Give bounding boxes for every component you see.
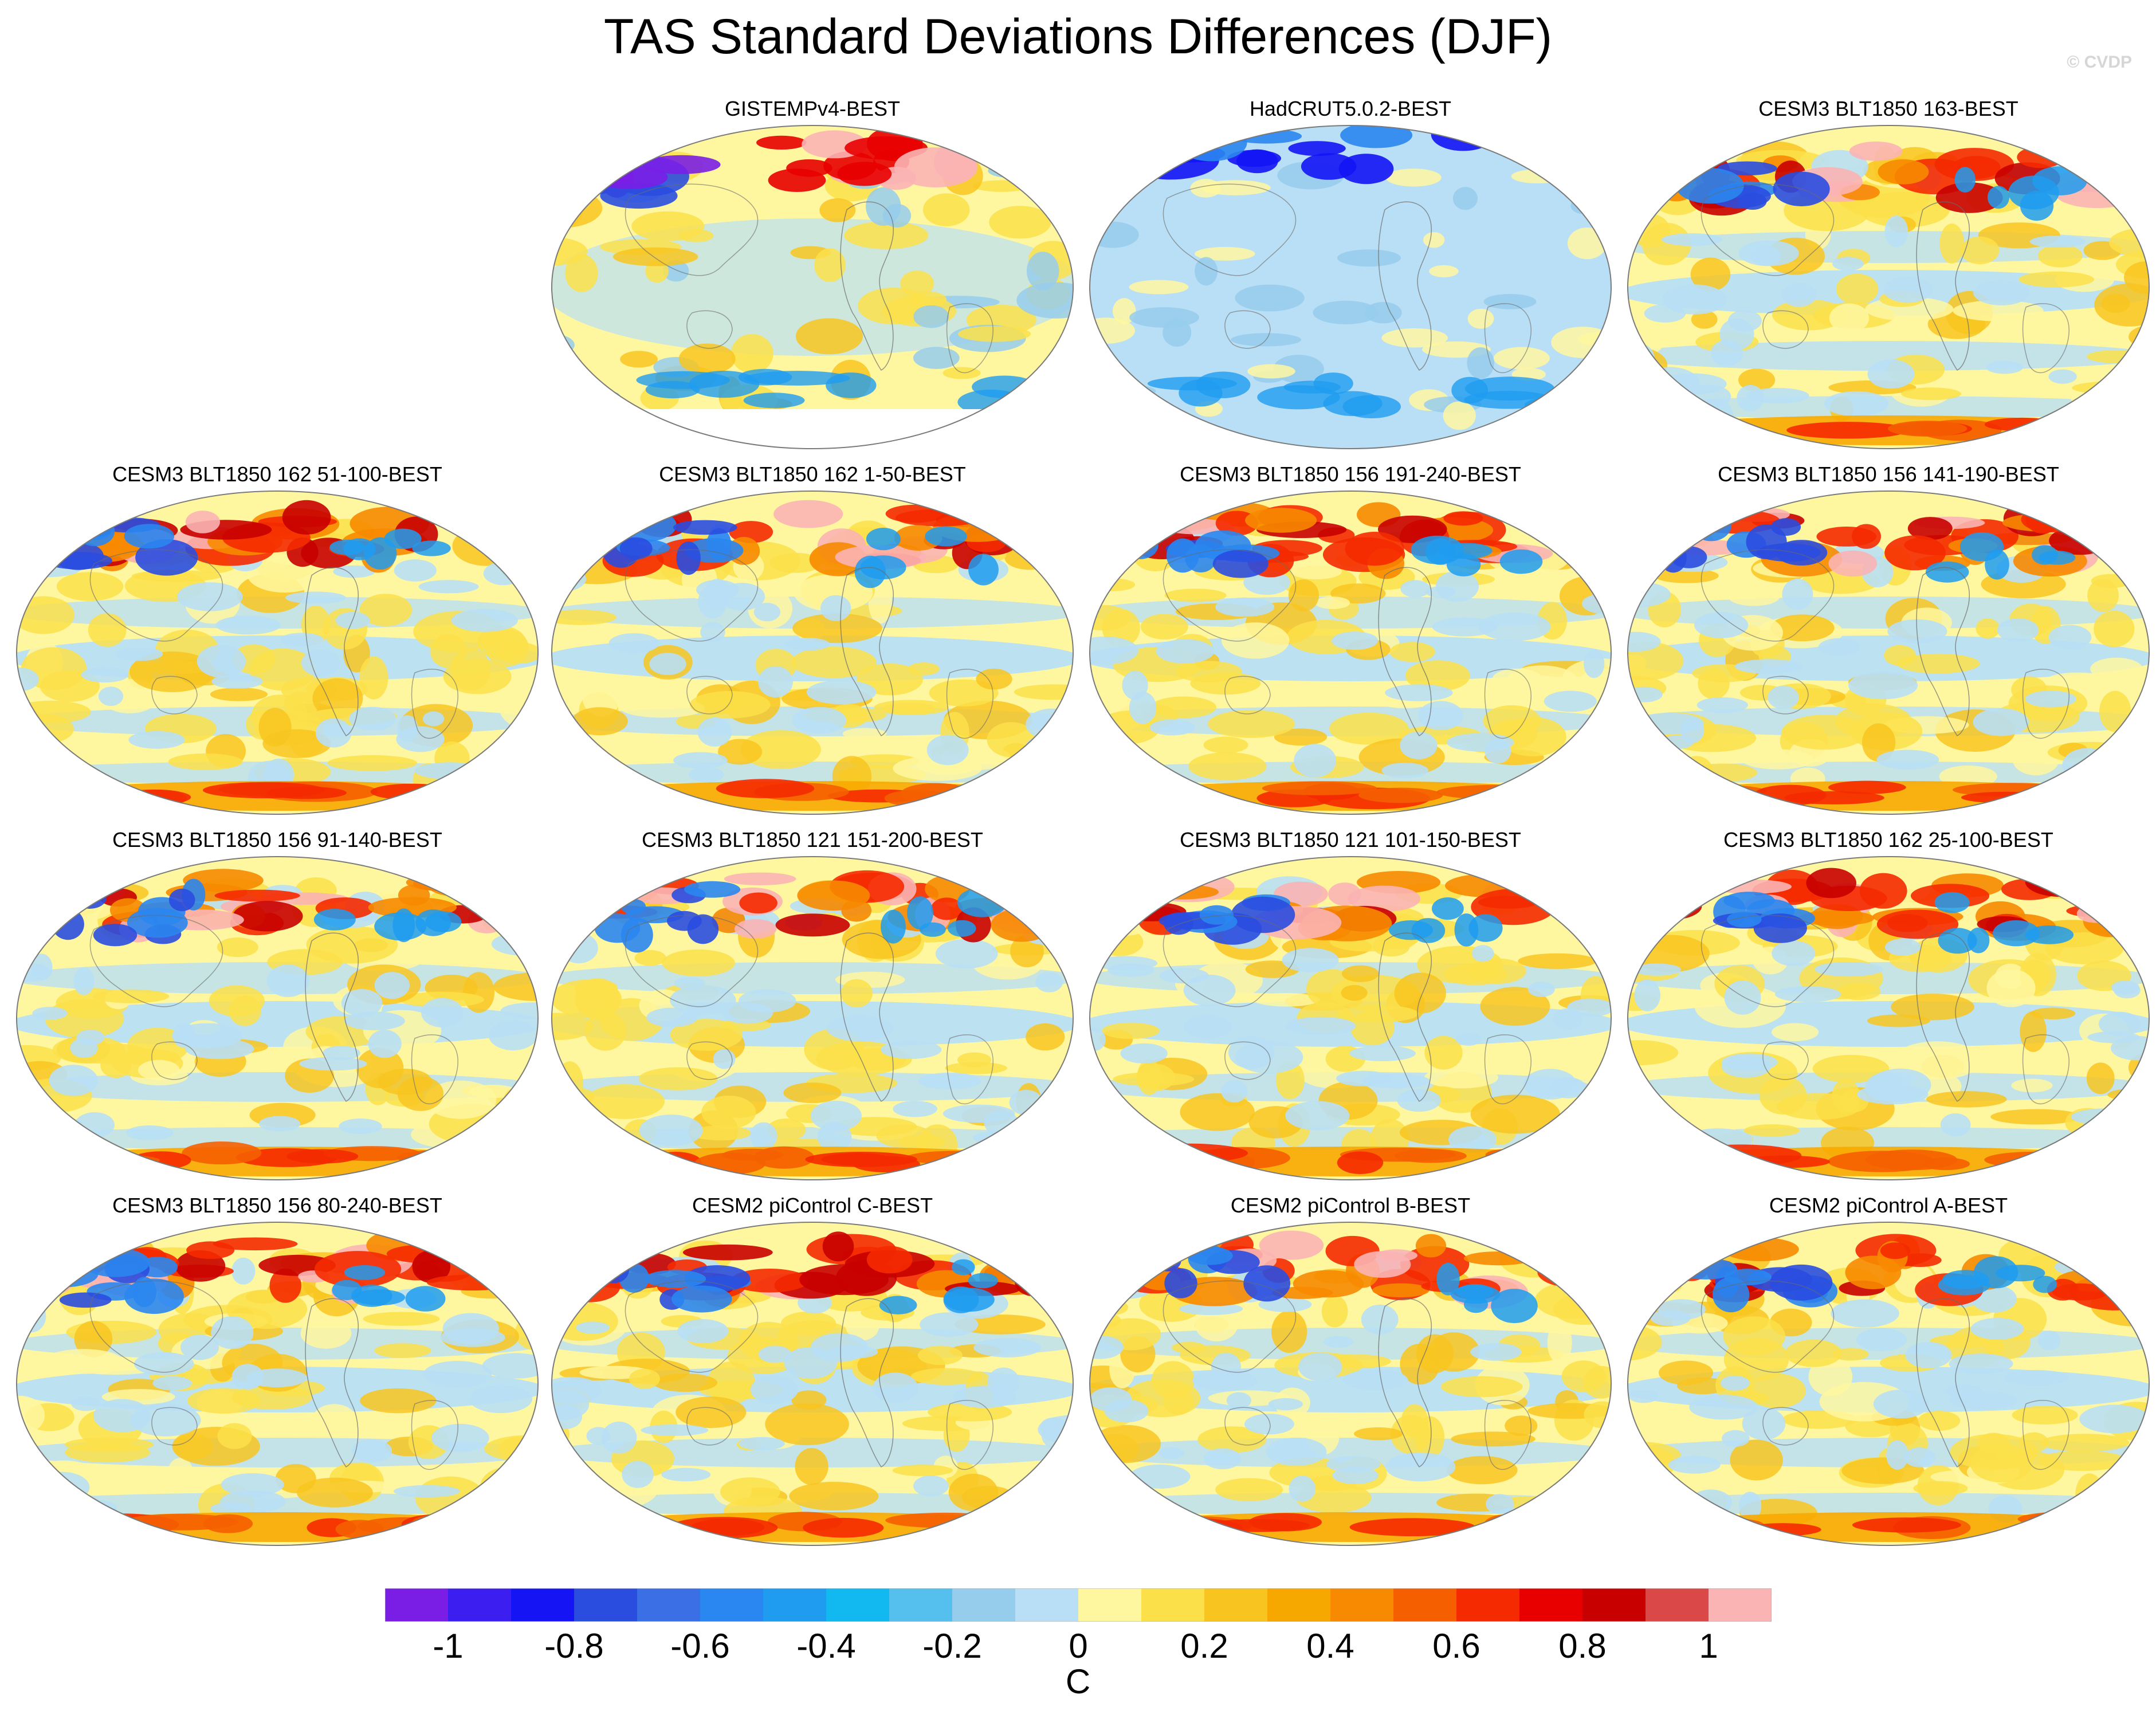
panel-title: CESM3 BLT1850 121 101-150-BEST <box>1180 828 1521 851</box>
colorbar-swatch <box>448 1588 512 1622</box>
map-panel: CESM3 BLT1850 162 1-50-BEST <box>549 462 1076 829</box>
colorbar-tick: 0.4 <box>1306 1627 1354 1665</box>
robinson-map <box>551 125 1074 449</box>
robinson-map <box>551 490 1074 815</box>
robinson-map <box>551 1222 1074 1546</box>
panel-title: CESM3 BLT1850 163-BEST <box>1758 97 2018 120</box>
panel-title: CESM3 BLT1850 162 1-50-BEST <box>659 462 966 486</box>
colorbar-swatch <box>1204 1588 1268 1622</box>
robinson-map <box>1089 490 1612 815</box>
robinson-map <box>16 490 539 815</box>
panel-title: CESM3 BLT1850 121 151-200-BEST <box>642 828 983 851</box>
colorbar-swatch <box>763 1588 827 1622</box>
panel-title: CESM3 BLT1850 156 80-240-BEST <box>112 1194 442 1217</box>
panel-title: CESM3 BLT1850 156 191-240-BEST <box>1180 462 1521 486</box>
panel-title: CESM2 piControl A-BEST <box>1769 1194 2008 1217</box>
map-panel: CESM3 BLT1850 156 141-190-BEST <box>1625 462 2152 829</box>
colorbar-tick: 0.2 <box>1180 1627 1228 1665</box>
panel-title: CESM3 BLT1850 162 51-100-BEST <box>112 462 442 486</box>
panel-title: CESM2 piControl B-BEST <box>1230 1194 1471 1217</box>
colorbar-swatch <box>637 1588 701 1622</box>
colorbar-swatch <box>1078 1588 1142 1622</box>
map-panel: CESM3 BLT1850 156 191-240-BEST <box>1087 462 1614 829</box>
robinson-map <box>1089 125 1612 449</box>
robinson-map <box>1089 856 1612 1180</box>
colorbar-swatch <box>1015 1588 1079 1622</box>
colorbar-tick: 0.6 <box>1432 1627 1480 1665</box>
robinson-map <box>1627 490 2150 815</box>
map-panel: CESM2 piControl B-BEST <box>1087 1193 1614 1560</box>
colorbar-swatch <box>1393 1588 1457 1622</box>
colorbar-tick: 1 <box>1699 1627 1718 1665</box>
colorbar-unit: C <box>1065 1662 1091 1701</box>
colorbar-swatch <box>889 1588 953 1622</box>
panel-title: CESM3 BLT1850 156 91-140-BEST <box>112 828 442 851</box>
colorbar-tick: 0 <box>1069 1627 1088 1665</box>
copyright-label: © CVDP <box>2067 53 2132 72</box>
map-panel: CESM3 BLT1850 162 25-100-BEST <box>1625 827 2152 1194</box>
colorbar-swatch <box>826 1588 890 1622</box>
map-panel: HadCRUT5.0.2-BEST <box>1087 96 1614 463</box>
panel-title: GISTEMPv4-BEST <box>724 97 901 120</box>
colorbar-swatch <box>574 1588 638 1622</box>
colorbar-swatch <box>1519 1588 1583 1622</box>
panel-title: CESM2 piControl C-BEST <box>692 1194 933 1217</box>
robinson-map <box>1627 125 2150 449</box>
panel-title: CESM3 BLT1850 156 141-190-BEST <box>1718 462 2059 486</box>
figure-title: TAS Standard Deviations Differences (DJF… <box>603 9 1553 64</box>
map-panel: GISTEMPv4-BEST <box>549 96 1076 463</box>
colorbar-swatch <box>511 1588 575 1622</box>
colorbar-swatch <box>1646 1588 1709 1622</box>
colorbar-tick: -0.2 <box>922 1627 982 1665</box>
colorbar-swatch <box>1582 1588 1646 1622</box>
panel-title: CESM3 BLT1850 162 25-100-BEST <box>1723 828 2053 851</box>
map-panel: CESM3 BLT1850 163-BEST <box>1625 96 2152 463</box>
colorbar-swatch <box>700 1588 764 1622</box>
robinson-map <box>1627 856 2150 1180</box>
map-panel: CESM3 BLT1850 156 91-140-BEST <box>14 827 541 1194</box>
map-panel: CESM3 BLT1850 156 80-240-BEST <box>14 1193 541 1560</box>
panel-title: HadCRUT5.0.2-BEST <box>1249 97 1452 120</box>
map-panel: CESM3 BLT1850 121 101-150-BEST <box>1087 827 1614 1194</box>
colorbar-swatch <box>1267 1588 1331 1622</box>
colorbar-tick: -0.6 <box>670 1627 730 1665</box>
map-panel: CESM3 BLT1850 162 51-100-BEST <box>14 462 541 829</box>
colorbar-tick: -0.4 <box>796 1627 856 1665</box>
map-panel: CESM2 piControl A-BEST <box>1625 1193 2152 1560</box>
colorbar-tick: -1 <box>433 1627 464 1665</box>
colorbar-tick: -0.8 <box>544 1627 604 1665</box>
robinson-map <box>1627 1222 2150 1546</box>
map-panel: CESM2 piControl C-BEST <box>549 1193 1076 1560</box>
robinson-map <box>16 1222 539 1546</box>
colorbar <box>385 1588 1772 1622</box>
colorbar-tick: 0.8 <box>1558 1627 1607 1665</box>
colorbar-swatch <box>1330 1588 1394 1622</box>
robinson-map <box>551 856 1074 1180</box>
colorbar-swatch <box>1456 1588 1520 1622</box>
colorbar-swatch <box>1709 1588 1772 1622</box>
colorbar-swatch <box>1141 1588 1205 1622</box>
robinson-map <box>16 856 539 1180</box>
colorbar-swatch <box>385 1588 449 1622</box>
robinson-map <box>1089 1222 1612 1546</box>
map-panel: CESM3 BLT1850 121 151-200-BEST <box>549 827 1076 1194</box>
colorbar-swatch <box>952 1588 1016 1622</box>
